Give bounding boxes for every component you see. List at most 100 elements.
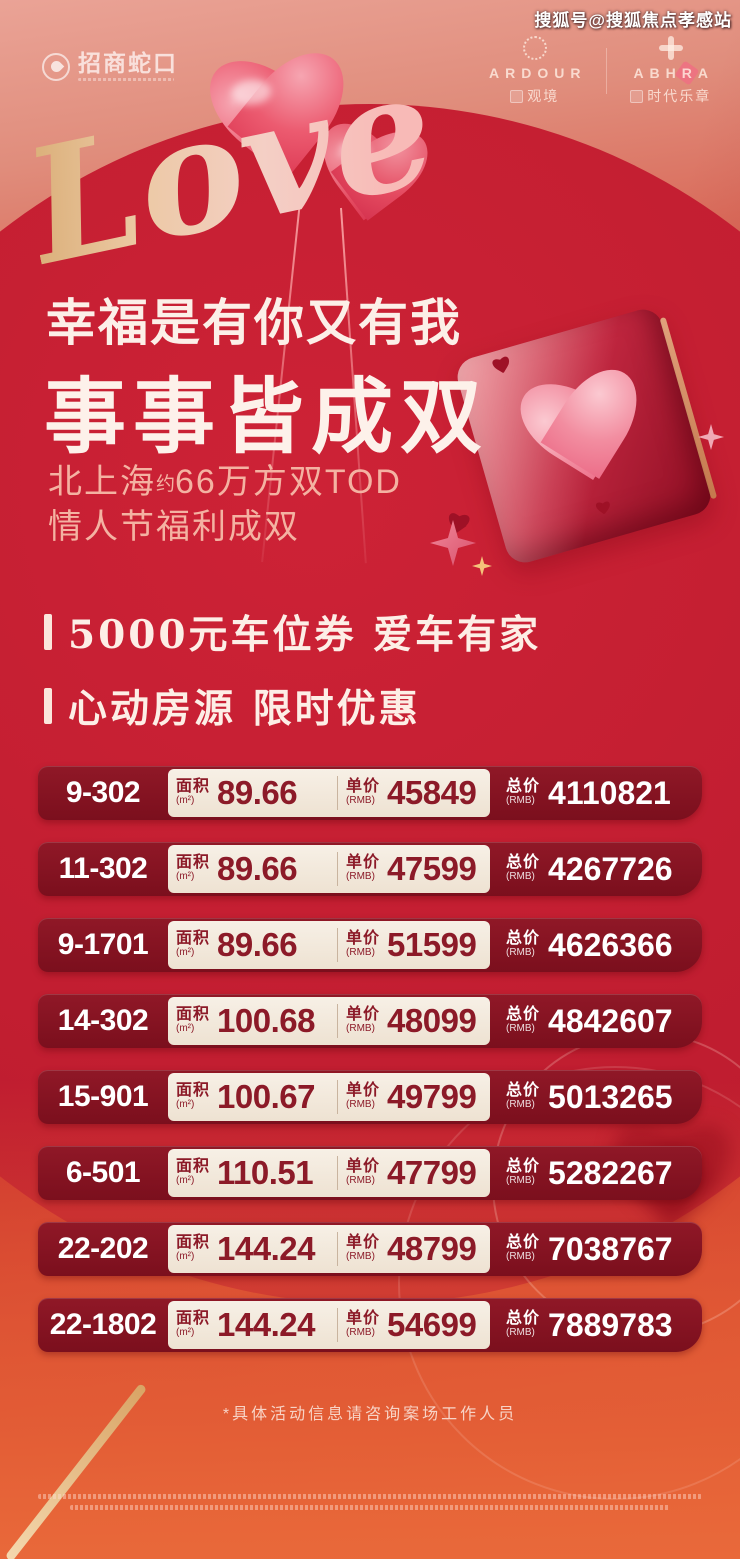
area-label-unit: (m²) [176, 1175, 195, 1187]
total-label-unit: (RMB) [506, 871, 535, 883]
unit-number: 6-501 [65, 1156, 141, 1189]
heart-icon [444, 512, 471, 538]
subtitle-line2: 情人节福利成双 [48, 507, 300, 546]
total-label-unit: (RMB) [506, 947, 535, 959]
column-divider [337, 1308, 339, 1342]
price-label-unit: (RMB) [346, 1023, 375, 1035]
row-detail-panel: 面积 (m²) 110.51 单价 (RMB) 47799 [168, 1149, 490, 1197]
area-value: 89.66 [217, 926, 298, 963]
area-value: 89.66 [217, 850, 298, 887]
heart-icon [509, 364, 665, 511]
unit-price-label: 单价 (RMB) [346, 779, 380, 806]
price-label-unit: (RMB) [346, 947, 375, 959]
unit-price-label: 单价 (RMB) [346, 931, 380, 958]
unit-price-value: 47799 [387, 1154, 477, 1191]
price-label-unit: (RMB) [346, 1099, 375, 1111]
price-table-row: 22-202 面积 (m²) 144.24 单价 (RMB) 48799 总价 (RM… [38, 1222, 702, 1276]
price-label-unit: (RMB) [346, 871, 375, 883]
total-value: 4842607 [548, 1002, 673, 1039]
fine-print-line [70, 1505, 670, 1510]
area-label-unit: (m²) [176, 795, 195, 807]
row-detail-panel: 面积 (m²) 100.68 单价 (RMB) 48099 [168, 997, 490, 1045]
column-divider [337, 1232, 339, 1266]
unit-number: 9-302 [65, 776, 141, 809]
total-label-main: 总价 [506, 1006, 541, 1024]
area-label-main: 面积 [176, 1310, 211, 1328]
area-label: 面积 (m²) [176, 1007, 210, 1034]
total-value: 7889783 [548, 1306, 673, 1343]
abhra-sub: 时代乐章 [630, 86, 711, 106]
row-detail-panel: 面积 (m²) 89.66 单价 (RMB) 47599 [168, 845, 490, 893]
seal-icon [630, 89, 644, 103]
row-detail-panel: 面积 (m²) 89.66 单价 (RMB) 51599 [168, 921, 490, 969]
area-label-unit: (m²) [176, 1099, 195, 1111]
area-label-unit: (m²) [176, 871, 195, 883]
total-label-unit: (RMB) [506, 1175, 535, 1187]
bullet-bar [44, 688, 52, 724]
unit-price-value: 54699 [387, 1306, 477, 1343]
price-table-row: 15-901 面积 (m²) 100.67 单价 (RMB) 49799 总价 (RM… [38, 1070, 702, 1124]
ardour-name: ARDOUR [488, 65, 587, 81]
area-value: 89.66 [217, 774, 298, 811]
headline-line2: 事事皆成双 [44, 369, 490, 465]
unit-number: 14-302 [57, 1004, 149, 1037]
abhra-sub-text: 时代乐章 [647, 88, 712, 104]
area-label-unit: (m²) [176, 1251, 195, 1263]
price-table-row: 22-1802 面积 (m²) 144.24 单价 (RMB) 54699 总价 (R… [38, 1298, 702, 1352]
price-table-row: 11-302 面积 (m²) 89.66 单价 (RMB) 47599 总价 (RMB… [38, 842, 702, 896]
area-label: 面积 (m²) [176, 1235, 210, 1262]
total-label: 总价 (RMB) [506, 1311, 540, 1338]
price-table-row: 14-302 面积 (m²) 100.68 单价 (RMB) 48099 总价 (RM… [38, 994, 702, 1048]
bullet-bar [44, 614, 52, 650]
subtitle: 北上海约66万方双TOD 情人节福利成双 [48, 460, 402, 550]
total-label-main: 总价 [506, 1082, 541, 1100]
area-label-main: 面积 [176, 930, 211, 948]
price-table-row: 6-501 面积 (m²) 110.51 单价 (RMB) 47799 总价 (RMB… [38, 1146, 702, 1200]
column-divider [337, 1080, 339, 1114]
unit-number: 22-202 [57, 1232, 149, 1265]
benefit-parking-voucher: 5000元车位券 爱车有家 [44, 604, 541, 660]
total-label: 总价 (RMB) [506, 779, 540, 806]
row-detail-panel: 面积 (m²) 144.24 单价 (RMB) 54699 [168, 1301, 490, 1349]
area-value: 144.24 [217, 1306, 315, 1343]
benefit-text: 心动房源 限时优惠 [68, 686, 421, 732]
brand-left-name: 招商蛇口 [78, 50, 178, 76]
price-label-main: 单价 [346, 854, 381, 872]
total-label-main: 总价 [506, 1310, 541, 1328]
total-value: 5013265 [548, 1078, 673, 1115]
unit-number: 11-302 [58, 852, 148, 885]
row-detail-panel: 面积 (m²) 144.24 单价 (RMB) 48799 [168, 1225, 490, 1273]
area-label-main: 面积 [176, 1082, 211, 1100]
logo-divider [606, 48, 608, 94]
unit-price-label: 单价 (RMB) [346, 1311, 380, 1338]
area-label: 面积 (m²) [176, 779, 210, 806]
brand-logo-cmsk: 招商蛇口 [42, 52, 178, 81]
row-detail-panel: 面积 (m²) 100.67 单价 (RMB) 49799 [168, 1073, 490, 1121]
total-label-main: 总价 [506, 854, 541, 872]
unit-price-value: 49799 [387, 1078, 477, 1115]
price-label-main: 单价 [346, 930, 381, 948]
watermark: 搜狐号@搜狐焦点孝感站 [534, 11, 732, 30]
total-label: 总价 (RMB) [506, 1083, 540, 1110]
price-label-unit: (RMB) [346, 1327, 375, 1339]
column-divider [337, 776, 339, 810]
unit-number: 15-901 [57, 1080, 149, 1113]
unit-price-label: 单价 (RMB) [346, 1159, 380, 1186]
total-label-unit: (RMB) [506, 1251, 535, 1263]
total-label-main: 总价 [506, 1158, 541, 1176]
unit-price-value: 45849 [387, 774, 477, 811]
benefit-text: 5000元车位券 爱车有家 [68, 612, 542, 658]
brand-left-text: 招商蛇口 [78, 52, 178, 81]
ardour-sub: 观境 [510, 86, 559, 106]
brand-left-tagline [78, 78, 174, 81]
brand-abhra: ABHRA 时代乐章 [627, 36, 714, 106]
brand-logo-group: ARDOUR 观境 ABHRA 时代乐章 [483, 36, 714, 106]
ardour-emblem-icon [522, 36, 547, 60]
area-label-unit: (m²) [176, 947, 195, 959]
disclaimer-note: *具体活动信息请咨询案场工作人员 [222, 1406, 518, 1423]
unit-number: 22-1802 [49, 1308, 157, 1341]
flame-glyph [48, 58, 64, 75]
unit-price-label: 单价 (RMB) [346, 855, 380, 882]
price-label-unit: (RMB) [346, 1175, 375, 1187]
area-label-main: 面积 [176, 1006, 211, 1024]
